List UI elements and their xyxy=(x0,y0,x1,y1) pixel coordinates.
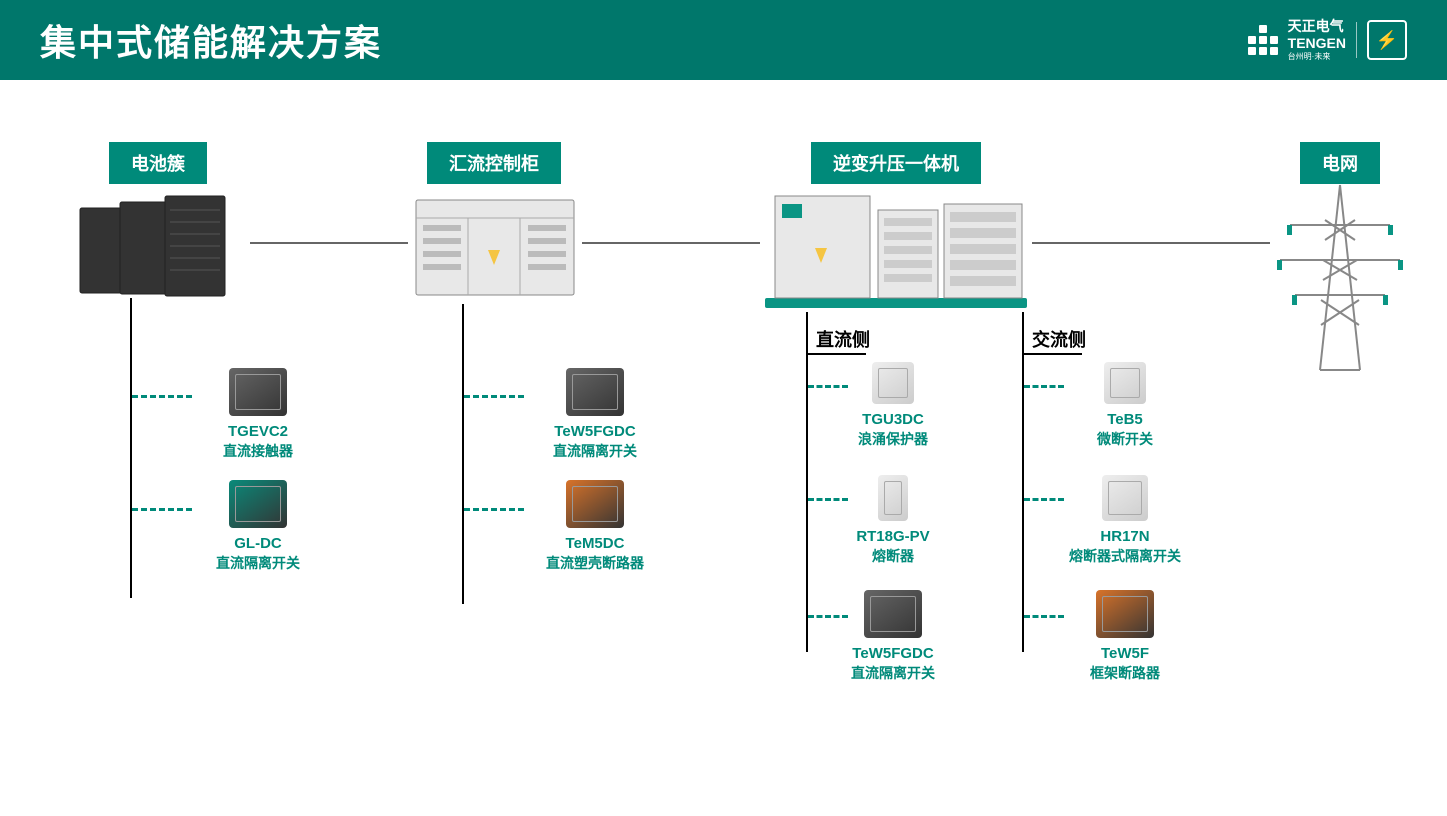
stage-label-combiner: 汇流控制柜 xyxy=(427,142,561,184)
page-title: 集中式储能解决方案 xyxy=(40,14,382,66)
product-name: TeB5 xyxy=(1055,410,1195,430)
product-desc: 熔断器 xyxy=(833,547,953,565)
product-image xyxy=(229,368,287,416)
drop-line-battery xyxy=(130,298,132,598)
product-tew5fgdc-2: TeW5FGDC 直流隔离开关 xyxy=(833,590,953,682)
product-name: HR17N xyxy=(1055,527,1195,547)
brand-en: TENGEN xyxy=(1288,35,1346,52)
product-tgu3dc: TGU3DC 浪涌保护器 xyxy=(833,362,953,448)
product-name: TGEVC2 xyxy=(198,422,318,442)
product-name: TeW5FGDC xyxy=(833,644,953,664)
energy-badge-icon: ⚡ xyxy=(1367,20,1407,60)
product-image xyxy=(1102,475,1148,521)
inverter-skid-icon xyxy=(760,178,1032,313)
header-bar: 集中式储能解决方案 天正电气 TENGEN 台州明·未来 ⚡ xyxy=(0,0,1447,80)
section-bar xyxy=(1022,353,1082,355)
logo-icon xyxy=(1248,25,1278,55)
product-desc: 微断开关 xyxy=(1055,430,1195,448)
product-image xyxy=(1096,590,1154,638)
battery-rack-icon xyxy=(70,190,250,300)
product-image xyxy=(229,480,287,528)
product-name: TGU3DC xyxy=(833,410,953,430)
product-name: TeW5F xyxy=(1055,644,1195,664)
section-label-ac: 交流侧 xyxy=(1032,326,1086,352)
stage-label-grid: 电网 xyxy=(1300,142,1380,184)
section-bar xyxy=(806,353,866,355)
product-image xyxy=(872,362,914,404)
product-desc: 直流隔离开关 xyxy=(198,554,318,572)
product-tgevc2: TGEVC2 直流接触器 xyxy=(198,368,318,460)
product-rt18g-pv: RT18G-PV 熔断器 xyxy=(833,475,953,565)
product-gl-dc: GL-DC 直流隔离开关 xyxy=(198,480,318,572)
dash-connector xyxy=(464,508,524,511)
stage-label-battery: 电池簇 xyxy=(109,142,207,184)
transmission-tower-icon xyxy=(1270,180,1410,375)
product-name: RT18G-PV xyxy=(833,527,953,547)
connector-line xyxy=(250,242,408,244)
brand-cn: 天正电气 xyxy=(1288,18,1346,35)
brand-logo: 天正电气 TENGEN 台州明·未来 ⚡ xyxy=(1248,18,1407,61)
brand-tag: 台州明·未来 xyxy=(1288,52,1346,62)
product-desc: 直流隔离开关 xyxy=(833,664,953,682)
product-desc: 熔断器式隔离开关 xyxy=(1055,547,1195,565)
product-tew5f: TeW5F 框架断路器 xyxy=(1055,590,1195,682)
dash-connector xyxy=(464,395,524,398)
combiner-cabinet-icon xyxy=(408,190,583,305)
product-hr17n: HR17N 熔断器式隔离开关 xyxy=(1055,475,1195,565)
product-image xyxy=(566,368,624,416)
product-tew5fgdc: TeW5FGDC 直流隔离开关 xyxy=(530,368,660,460)
product-image xyxy=(1104,362,1146,404)
product-desc: 直流接触器 xyxy=(198,442,318,460)
connector-line xyxy=(1032,242,1270,244)
product-name: GL-DC xyxy=(198,534,318,554)
product-tem5dc: TeM5DC 直流塑壳断路器 xyxy=(530,480,660,572)
product-desc: 直流隔离开关 xyxy=(530,442,660,460)
drop-line-combiner xyxy=(462,304,464,604)
product-desc: 框架断路器 xyxy=(1055,664,1195,682)
section-label-dc: 直流侧 xyxy=(816,326,870,352)
connector-line xyxy=(582,242,760,244)
product-image xyxy=(878,475,908,521)
product-name: TeW5FGDC xyxy=(530,422,660,442)
dash-connector xyxy=(132,395,192,398)
diagram-canvas: 电池簇 汇流控制柜 逆变升压一体机 电网 xyxy=(0,80,1447,816)
brand-text: 天正电气 TENGEN 台州明·未来 xyxy=(1288,18,1346,61)
product-image xyxy=(566,480,624,528)
product-image xyxy=(864,590,922,638)
drop-line-ac xyxy=(1022,312,1024,652)
product-name: TeM5DC xyxy=(530,534,660,554)
product-desc: 浪涌保护器 xyxy=(833,430,953,448)
dash-connector xyxy=(132,508,192,511)
product-desc: 直流塑壳断路器 xyxy=(530,554,660,572)
product-teb5: TeB5 微断开关 xyxy=(1055,362,1195,448)
drop-line-dc xyxy=(806,312,808,652)
